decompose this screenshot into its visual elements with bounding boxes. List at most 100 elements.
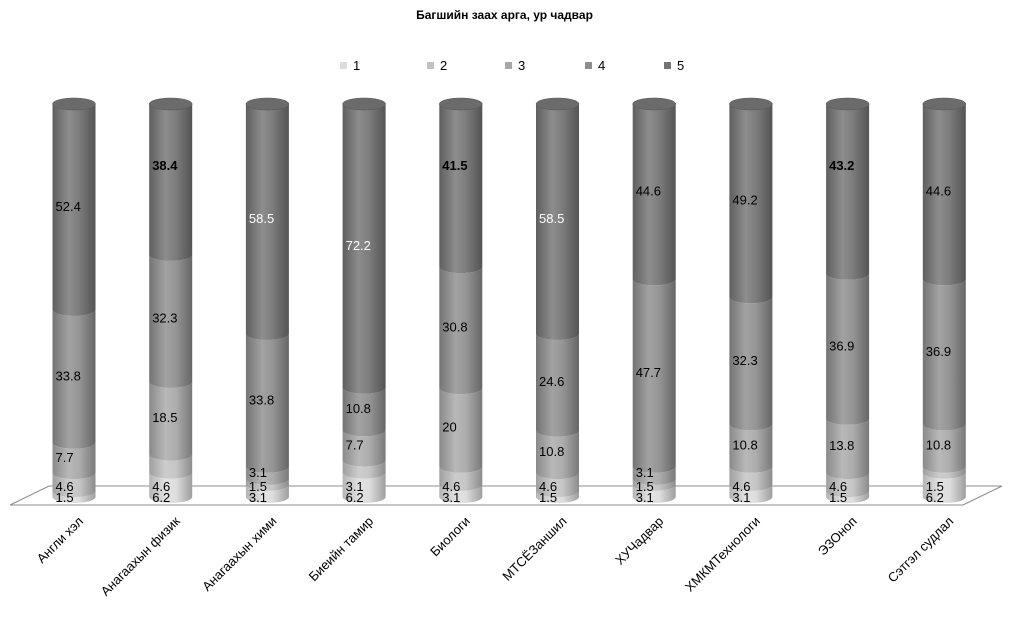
data-label: 3.1 — [346, 479, 364, 494]
bar-segment — [922, 424, 966, 473]
bar-segment — [52, 309, 96, 449]
bar-segment — [439, 267, 483, 395]
legend-label: 2 — [440, 58, 448, 73]
data-label: 3.1 — [636, 490, 654, 505]
data-label: 1.5 — [636, 479, 654, 494]
bar-top-cap — [922, 97, 967, 111]
data-label: 7.7 — [346, 437, 364, 452]
data-label: 44.6 — [636, 184, 661, 199]
bar-top-cap — [729, 97, 773, 111]
data-label: 1.5 — [249, 479, 267, 494]
bar-stack: 1.54.6 10.8 24.6 58.5 — [535, 97, 580, 505]
bar-segment — [439, 388, 483, 473]
data-label: 4.6 — [539, 479, 557, 494]
data-label: 1.5 — [829, 490, 847, 505]
data-label: 36.9 — [926, 344, 951, 359]
bar-segment — [729, 484, 773, 503]
bar-segment — [245, 484, 289, 503]
data-label: 38.4 — [152, 158, 178, 173]
bar-segment — [439, 484, 483, 503]
bar-segment — [342, 460, 386, 479]
data-label: 4.6 — [56, 479, 74, 494]
bar-top-cap — [535, 97, 580, 111]
bar-segment — [729, 466, 773, 491]
legend-label: 3 — [518, 58, 526, 73]
bar-segment — [632, 104, 676, 286]
bar-top-cap — [632, 97, 676, 111]
category-label: Биеийн тамир — [306, 514, 377, 585]
data-label: 24.6 — [539, 374, 564, 389]
legend-label: 5 — [677, 58, 685, 73]
bar-top-cap — [52, 97, 96, 111]
data-label: 3.1 — [249, 490, 267, 505]
data-label: 1.5 — [56, 490, 74, 505]
data-label: 33.8 — [56, 368, 81, 383]
bar-stack: 6.24.6 18.5 32.3 38.4 — [148, 97, 193, 505]
bar-segment — [245, 466, 289, 485]
bar-segment — [245, 104, 289, 340]
bar-segment — [342, 387, 386, 437]
bar-stack: 1.54.6 13.8 36.9 43.2 — [825, 97, 870, 505]
bar-segment — [826, 104, 870, 280]
data-label: 44.6 — [926, 184, 951, 199]
bar-segment — [149, 104, 193, 261]
data-label: 4.6 — [152, 479, 170, 494]
category-label: МТСЁЗаншил — [499, 514, 569, 584]
data-label: 6.2 — [926, 490, 944, 505]
data-label: 13.8 — [829, 438, 854, 453]
data-label: 72.2 — [346, 238, 371, 253]
bar-stack: 3.14.6 20 30.8 41.5 — [439, 97, 483, 505]
bar-segment — [536, 430, 579, 480]
data-label: 4.6 — [442, 479, 460, 494]
category-label: Биологи — [427, 514, 473, 560]
data-label: 43.2 — [829, 158, 854, 173]
bar-stack: 3.11.53.1 33.8 58.5 — [245, 97, 290, 505]
data-label: 1.5 — [926, 479, 944, 494]
data-label: 33.8 — [249, 392, 274, 407]
bar-segment — [439, 466, 483, 491]
bar-segment — [149, 454, 193, 479]
bar-segment — [52, 491, 96, 503]
bar-segment — [342, 430, 386, 467]
data-label: 58.5 — [539, 211, 564, 226]
data-label: 6.2 — [346, 490, 364, 505]
bar-segment — [922, 472, 966, 503]
chart-title: Багшийн заах арга, ур чадвар — [416, 8, 593, 22]
legend-label: 4 — [598, 58, 606, 73]
data-label: 32.3 — [152, 310, 177, 325]
bar-segment — [342, 472, 386, 503]
category-label: Анагаахын физик — [98, 513, 183, 598]
bar-top-cap — [148, 97, 193, 111]
bar-segment — [149, 254, 193, 388]
bar-top-cap — [439, 97, 483, 111]
bar-segment — [342, 104, 386, 394]
bar-top-cap — [342, 97, 386, 111]
bar-segment — [536, 473, 579, 498]
category-label: Сэтгэл судлал — [885, 514, 957, 586]
bar-segment — [826, 491, 870, 503]
data-label: 3.1 — [732, 490, 750, 505]
bar-stack: 3.11.53.1 47.7 44.6 — [632, 97, 676, 505]
bar-segment — [245, 478, 289, 491]
bar-segment — [149, 381, 193, 461]
legend-swatch — [427, 62, 434, 69]
data-label: 10.8 — [732, 438, 757, 453]
bar-segment — [52, 442, 96, 480]
bar-top-cap — [825, 97, 870, 111]
bar-segment — [729, 424, 773, 473]
data-label: 1.5 — [539, 490, 557, 505]
bar-segment — [632, 466, 676, 485]
bar-segment — [536, 491, 579, 503]
legend-swatch — [340, 62, 347, 69]
data-label: 18.5 — [152, 410, 177, 425]
legend-swatch — [585, 62, 592, 69]
legend-label: 1 — [353, 58, 361, 73]
bar-segment — [149, 472, 193, 503]
data-label: 58.5 — [249, 211, 274, 226]
data-label: 3.1 — [249, 465, 267, 480]
bar-segment — [245, 333, 289, 473]
bar-segment — [922, 466, 966, 479]
bar-segment — [536, 104, 579, 340]
legend-swatch — [664, 62, 671, 69]
legend-swatch — [505, 62, 512, 69]
